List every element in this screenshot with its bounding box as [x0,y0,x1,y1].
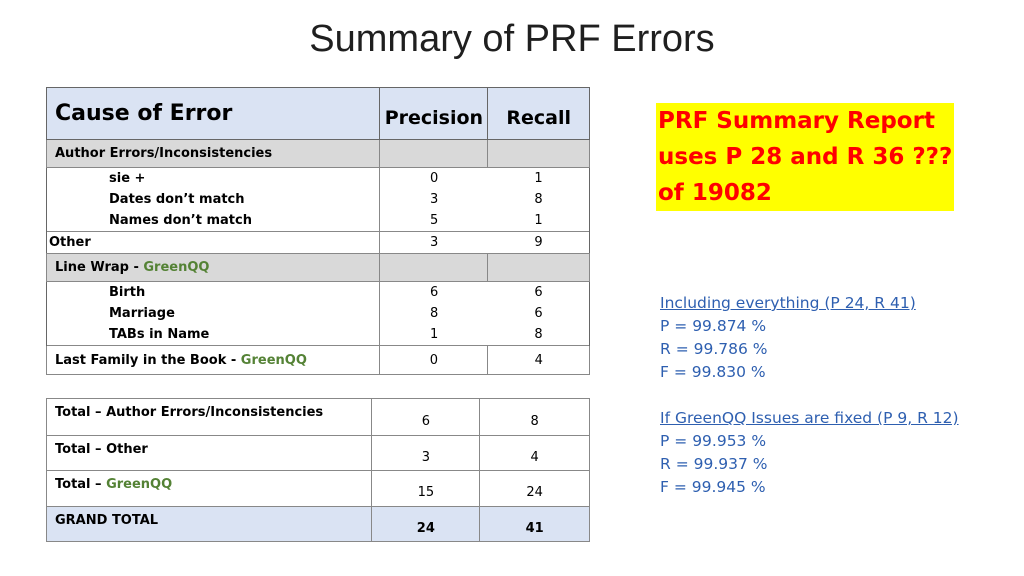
row-recall: 6 [487,281,590,303]
table-row: Dates don’t match 3 8 [45,189,590,210]
table-row: Birth 6 6 [45,281,590,303]
row-recall: 1 [487,167,590,189]
greenqq-label: GreenQQ [143,260,210,275]
stat-precision: P = 99.953 % [660,432,767,450]
grand-total-precision: 24 [371,506,481,542]
row-label: TABs in Name [45,324,380,346]
note-line-2: uses P 28 and R 36 ??? [658,139,953,175]
stat-precision: P = 99.874 % [660,317,767,335]
row-recall: 9 [487,231,590,254]
row-precision: 3 [379,231,488,254]
summary-note: PRF Summary Report uses P 28 and R 36 ??… [656,103,955,211]
row-label: Marriage [45,303,380,324]
section-line-wrap: Line Wrap - GreenQQ [45,253,590,282]
table-row: TABs in Name 1 8 [45,324,590,346]
table-row: Marriage 8 6 [45,303,590,324]
row-recall: 4 [487,345,590,375]
section-label: Line Wrap - GreenQQ [45,253,381,282]
row-precision: 0 [379,167,488,189]
section-author-errors: Author Errors/Inconsistencies [45,139,590,168]
row-label: Names don’t match [45,210,380,232]
table-row-last-family: Last Family in the Book - GreenQQ 0 4 [45,345,590,375]
recall-header: Recall [487,87,590,140]
row-recall: 1 [487,210,590,232]
row-label: Dates don’t match [45,189,380,210]
row-precision: 6 [379,281,488,303]
stat-recall: R = 99.786 % [660,340,768,358]
table-row-other: Other 3 9 [45,231,590,254]
stats-heading: If GreenQQ Issues are fixed (P 9, R 12) [660,409,959,427]
grand-total-label: GRAND TOTAL [45,506,373,542]
total-row: Total – Author Errors/Inconsistencies 6 … [45,398,590,436]
grand-total-row: GRAND TOTAL 24 41 [45,506,590,542]
total-recall: 8 [479,398,590,436]
total-label: Total – Author Errors/Inconsistencies [45,398,373,436]
total-precision: 15 [371,470,481,507]
row-precision: 5 [379,210,488,232]
stat-f-score: F = 99.830 % [660,363,766,381]
total-row: Total – GreenQQ 15 24 [45,470,590,507]
error-table: Cause of Error Precision Recall Author E… [45,87,590,375]
stat-f-score: F = 99.945 % [660,478,766,496]
total-precision: 3 [371,435,481,471]
row-precision: 3 [379,189,488,210]
row-recall: 8 [487,324,590,346]
page-title: Summary of PRF Errors [309,18,715,60]
row-recall: 8 [487,189,590,210]
row-label: Birth [45,281,380,303]
totals-table: Total – Author Errors/Inconsistencies 6 … [45,398,590,542]
total-label: Total – Other [45,435,373,471]
total-recall: 4 [479,435,590,471]
row-precision: 0 [379,345,489,375]
row-label: Other [45,231,380,254]
table-row: Names don’t match 5 1 [45,210,590,232]
table-header-row: Cause of Error Precision Recall [45,87,590,140]
row-precision: 8 [379,303,488,324]
greenqq-label: GreenQQ [106,477,173,492]
row-label: Last Family in the Book - GreenQQ [45,345,381,375]
cause-header: Cause of Error [45,87,381,140]
note-line-3: of 19082 [658,175,772,211]
row-precision: 1 [379,324,488,346]
stat-recall: R = 99.937 % [660,455,768,473]
row-label: sie + [45,167,380,189]
stats-greenqq-fixed: If GreenQQ Issues are fixed (P 9, R 12) … [660,407,959,499]
greenqq-label: GreenQQ [240,352,307,368]
total-precision: 6 [371,398,481,436]
note-line-1: PRF Summary Report [658,103,935,139]
stats-including-everything: Including everything (P 24, R 41) P = 99… [660,292,916,384]
total-row: Total – Other 3 4 [45,435,590,471]
table-row: sie + 0 1 [45,167,590,189]
grand-total-recall: 41 [479,506,590,542]
section-label: Author Errors/Inconsistencies [45,139,381,168]
stats-heading: Including everything (P 24, R 41) [660,294,916,312]
total-label: Total – GreenQQ [45,470,373,507]
total-recall: 24 [479,470,590,507]
row-recall: 6 [487,303,590,324]
precision-header: Precision [379,87,489,140]
